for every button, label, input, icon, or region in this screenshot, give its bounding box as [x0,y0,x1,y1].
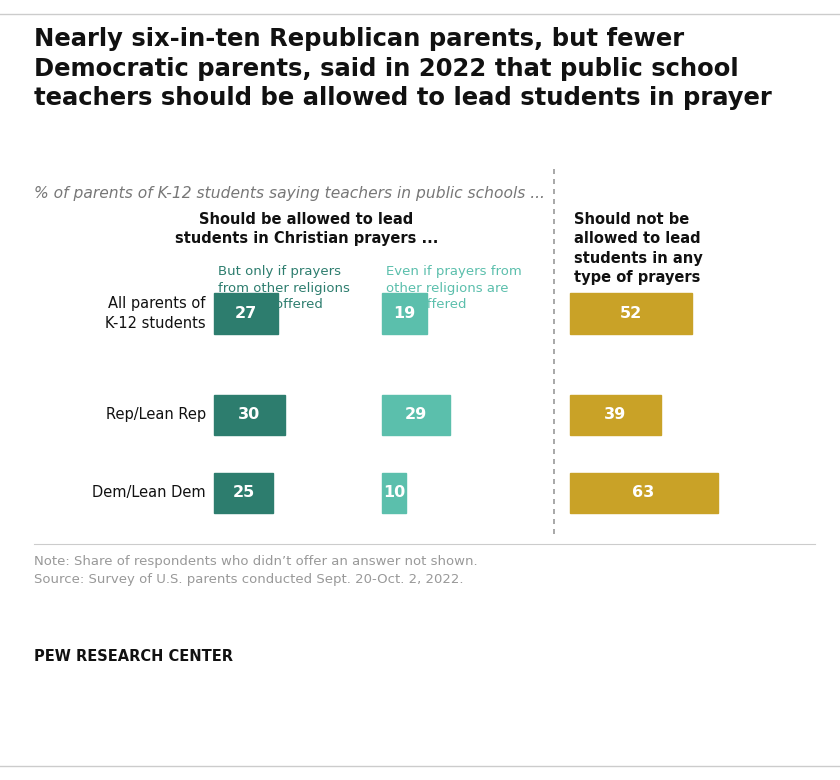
Text: 30: 30 [239,407,260,423]
Text: % of parents of K-12 students saying teachers in public schools ...: % of parents of K-12 students saying tea… [34,186,544,200]
Text: 63: 63 [633,485,654,501]
Text: Note: Share of respondents who didn’t offer an answer not shown.
Source: Survey : Note: Share of respondents who didn’t of… [34,555,477,587]
Text: 39: 39 [604,407,627,423]
Text: 27: 27 [235,306,257,321]
Text: But only if prayers
from other religions
are also offered: But only if prayers from other religions… [218,265,350,311]
Text: 10: 10 [383,485,405,501]
Text: All parents of
K-12 students: All parents of K-12 students [105,296,206,331]
Text: 19: 19 [393,306,416,321]
Text: Dem/Lean Dem: Dem/Lean Dem [92,485,206,501]
Text: 29: 29 [405,407,428,423]
Text: Rep/Lean Rep: Rep/Lean Rep [106,407,206,423]
Text: Should not be
allowed to lead
students in any
type of prayers: Should not be allowed to lead students i… [574,212,702,285]
Text: 25: 25 [233,485,255,501]
Text: PEW RESEARCH CENTER: PEW RESEARCH CENTER [34,649,233,664]
Text: Even if prayers from
other religions are
NOT offered: Even if prayers from other religions are… [386,265,522,311]
Text: Nearly six-in-ten Republican parents, but fewer
Democratic parents, said in 2022: Nearly six-in-ten Republican parents, bu… [34,27,771,110]
Text: 52: 52 [620,306,642,321]
Text: Should be allowed to lead
students in Christian prayers ...: Should be allowed to lead students in Ch… [175,212,438,246]
